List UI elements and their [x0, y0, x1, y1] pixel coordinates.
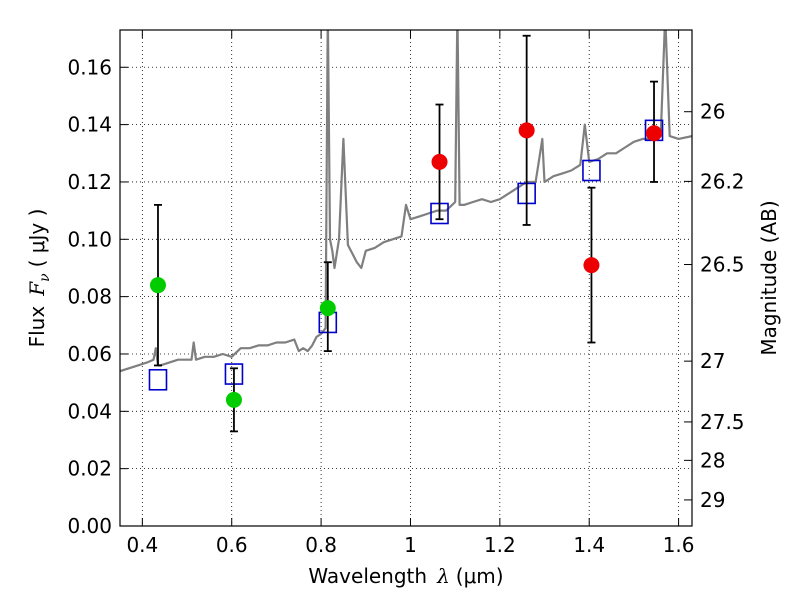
y2-tick-label: 28 — [700, 448, 725, 472]
y-tick-label: 0.12 — [67, 170, 112, 194]
flux-point-marker — [583, 257, 600, 274]
flux-point-marker — [225, 391, 242, 408]
y-tick-label: 0.04 — [67, 399, 112, 423]
y2-tick-label: 29 — [700, 488, 725, 512]
x-tick-label: 1.2 — [484, 533, 516, 557]
y2-tick-label: 27 — [700, 349, 725, 373]
flux-point-marker — [319, 300, 336, 317]
x-tick-label: 0.8 — [305, 533, 337, 557]
flux-point-marker — [431, 153, 448, 170]
model-square-marker — [148, 368, 168, 391]
y2-tick-label: 26 — [700, 100, 725, 124]
spectrum-line — [120, 30, 692, 373]
y2-tick-label: 26.5 — [700, 253, 745, 277]
plot-frame — [119, 29, 693, 527]
y2-tick-label: 27.5 — [700, 410, 745, 434]
plot-area — [120, 30, 692, 433]
x-tick-label: 1 — [404, 533, 417, 557]
y-tick-label: 0.16 — [67, 55, 112, 79]
axis-ticks: 0.4 0.6 0.8 1 1.2 1.4 1.6 0.00 0.02 0.04 0.06 0.08 0… — [67, 30, 745, 557]
x-tick-label: 1.6 — [663, 533, 695, 557]
y2-axis-title: Magnitude (AB) — [757, 200, 781, 355]
flux-point-marker — [646, 125, 663, 142]
y2-tick-label: 26.2 — [700, 169, 745, 193]
y-axis-title: FluxFν( μJy ) — [25, 209, 53, 348]
y-tick-label: 0.14 — [67, 113, 112, 137]
y-tick-label: 0.10 — [67, 227, 112, 251]
x-tick-label: 0.6 — [216, 533, 248, 557]
flux-point-marker — [518, 122, 535, 139]
model-square-marker — [582, 159, 601, 182]
x-tick-label: 1.4 — [573, 533, 605, 557]
y-tick-label: 0.02 — [67, 457, 112, 481]
grid — [120, 30, 692, 527]
x-axis-title: Wavelength λ (μm) — [308, 564, 503, 588]
y-tick-label: 0.06 — [67, 342, 112, 366]
flux-point-marker — [149, 277, 166, 294]
x-tick-label: 0.4 — [126, 533, 158, 557]
y-tick-label: 0.08 — [67, 285, 112, 309]
y-tick-label: 0.00 — [67, 514, 112, 538]
